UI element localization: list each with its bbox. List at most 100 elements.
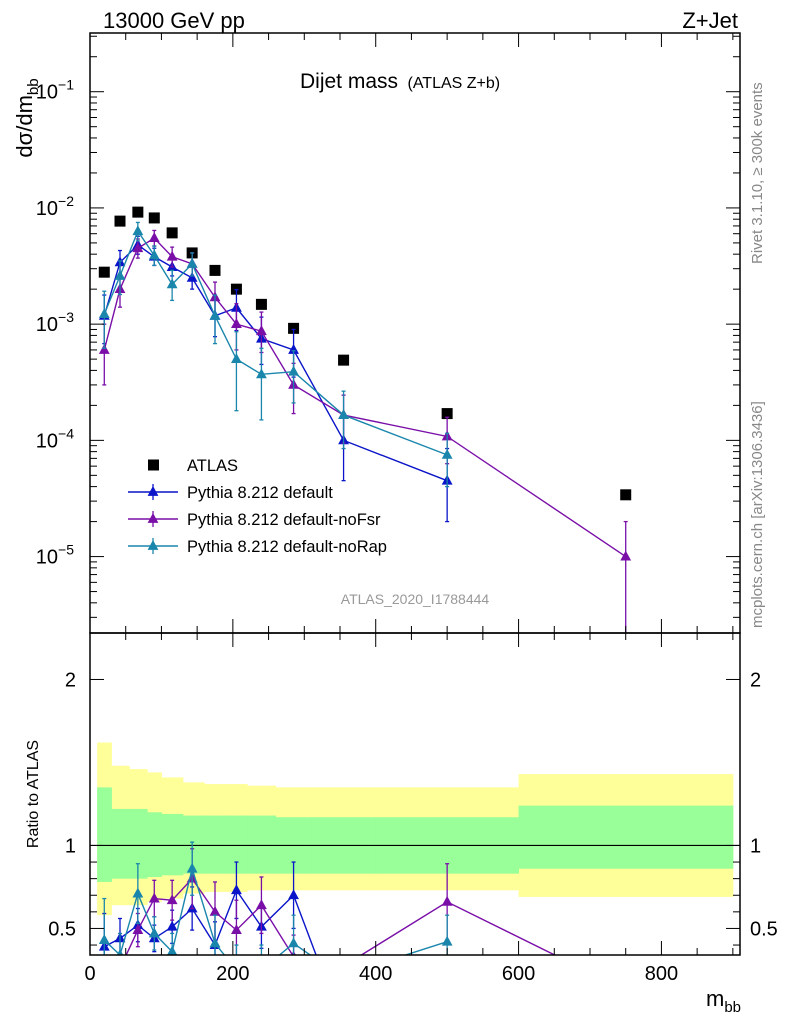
data-point-nofsr xyxy=(166,250,178,261)
data-point-default xyxy=(186,271,198,282)
header-right: Z+Jet xyxy=(682,8,738,33)
band-inner xyxy=(247,815,277,874)
ratio-plot: 0.5 0.51 12 2 0 200 400 600 800 Ratio to ATLAS … xyxy=(25,632,778,1016)
legend-marker xyxy=(147,513,159,523)
ratio-point-nofsr xyxy=(99,971,110,981)
x-tick-label: 400 xyxy=(359,963,392,985)
data-point-norap xyxy=(148,249,160,260)
ratio-point-nofsr xyxy=(148,892,160,903)
x-tick-label: 600 xyxy=(502,963,535,985)
data-point-nofsr xyxy=(620,550,632,561)
data-point-nofsr xyxy=(231,318,242,329)
ratio-point-nofsr xyxy=(166,894,178,905)
ratio-point-norap xyxy=(116,949,124,955)
y-tick-label-exponent: −2 xyxy=(58,193,74,209)
data-point-atlas xyxy=(166,227,178,239)
ratio-plot-frame xyxy=(89,632,741,956)
ratio-point-default xyxy=(231,884,242,895)
ratio-point-nofsr xyxy=(209,905,221,916)
rivet-info: Rivet 3.1.10, ≥ 300k events xyxy=(749,82,766,264)
band-inner xyxy=(204,815,227,874)
y-tick-label: 10−2 xyxy=(36,193,74,220)
data-point-norap xyxy=(256,368,267,379)
data-point-atlas xyxy=(255,298,267,310)
x-tick-label: 0 xyxy=(84,963,95,985)
chart-subtitle: (ATLAS Z+b) xyxy=(407,75,500,92)
ratio-point-default xyxy=(288,889,299,900)
y-tick-label: 10−5 xyxy=(36,542,74,569)
ratio-point-norap xyxy=(148,927,160,938)
series-atlas xyxy=(98,206,632,501)
band-inner xyxy=(129,808,148,879)
data-point-atlas xyxy=(132,206,144,218)
legend-label: Pythia 8.212 default-noFsr xyxy=(187,511,381,529)
data-point-atlas xyxy=(98,266,110,278)
y-tick-label-mantissa: 10 xyxy=(36,547,58,569)
data-point-norap xyxy=(441,448,453,459)
ratio-point-norap xyxy=(288,937,299,948)
data-point-nofsr xyxy=(132,242,144,253)
series-line-nofsr xyxy=(103,237,627,558)
y-tick-label-exponent: −4 xyxy=(58,425,74,441)
series-default xyxy=(98,235,453,523)
data-point-atlas xyxy=(114,215,126,227)
legend-marker-atlas xyxy=(148,459,159,471)
ratio-point-norap xyxy=(256,964,267,974)
ratio-tick-label-left: 0.5 xyxy=(48,918,76,940)
y-tick-label-mantissa: 10 xyxy=(36,82,58,104)
data-point-norap xyxy=(166,278,178,289)
y-tick-label-mantissa: 10 xyxy=(36,314,58,336)
ratio-tick-label-right: 2 xyxy=(750,669,761,691)
main-y-axis-label-sub: bb xyxy=(25,78,42,95)
data-point-norap xyxy=(114,269,126,280)
ratio-tick-label-right: 1 xyxy=(750,835,761,857)
series-line-default xyxy=(103,244,448,482)
mcplots-info: mcplots.cern.ch [arXiv:1306.3436] xyxy=(749,401,766,628)
data-point-norap xyxy=(231,353,242,364)
data-point-atlas xyxy=(148,212,160,224)
main-y-axis-label: dσ/dmbb xyxy=(12,78,42,157)
band-inner xyxy=(182,815,205,874)
ratio-tick-label-right: 0.5 xyxy=(750,918,778,940)
y-tick-label: 10−3 xyxy=(36,309,74,336)
y-tick-label: 10−4 xyxy=(36,425,74,452)
x-axis-label-text: m xyxy=(706,986,724,1011)
ratio-point-norap xyxy=(98,934,110,944)
ratio-point-norap xyxy=(441,935,453,946)
x-tick-label: 800 xyxy=(645,963,678,985)
ratio-point-norap xyxy=(186,862,198,873)
header-left: 13000 GeV pp xyxy=(103,8,245,33)
data-point-default xyxy=(288,343,299,354)
ratio-tick-label-left: 1 xyxy=(65,835,76,857)
ratio-tick-label-left: 2 xyxy=(65,669,76,691)
legend-marker xyxy=(147,540,159,550)
data-point-nofsr xyxy=(256,325,267,336)
ratio-plot-content xyxy=(90,742,740,981)
legend-label: Pythia 8.212 default-noRap xyxy=(187,538,387,556)
series-line-norap xyxy=(103,229,448,456)
ratio-point-default xyxy=(166,920,178,931)
band-inner xyxy=(97,787,112,882)
ratio-point-nofsr xyxy=(132,924,144,935)
ratio-series-norap xyxy=(98,841,453,974)
ratio-line-nofsr xyxy=(125,877,557,955)
ratio-x-ticks: 0 200 400 600 800 xyxy=(84,633,734,985)
main-plot-content xyxy=(98,206,632,633)
main-y-axis-label-text: dσ/dm xyxy=(12,95,37,158)
band-inner xyxy=(225,815,248,874)
band-inner xyxy=(161,813,184,876)
chart-title: Dijet mass xyxy=(300,70,398,93)
ratio-point-nofsr xyxy=(231,924,242,935)
y-tick-label-exponent: −1 xyxy=(58,77,74,93)
legend-marker xyxy=(147,486,159,496)
data-point-nofsr xyxy=(148,232,160,242)
watermark: ATLAS_2020_I1788444 xyxy=(341,591,490,607)
y-tick-label-mantissa: 10 xyxy=(36,430,58,452)
y-tick-label-exponent: −5 xyxy=(58,542,74,558)
band-inner xyxy=(111,808,130,879)
band-inner xyxy=(147,812,162,877)
x-axis-label: mbb xyxy=(706,986,741,1016)
ratio-point-nofsr xyxy=(441,895,453,906)
main-plot-title: Dijet mass (ATLAS Z+b) xyxy=(300,70,500,93)
y-tick-label-mantissa: 10 xyxy=(36,198,58,220)
